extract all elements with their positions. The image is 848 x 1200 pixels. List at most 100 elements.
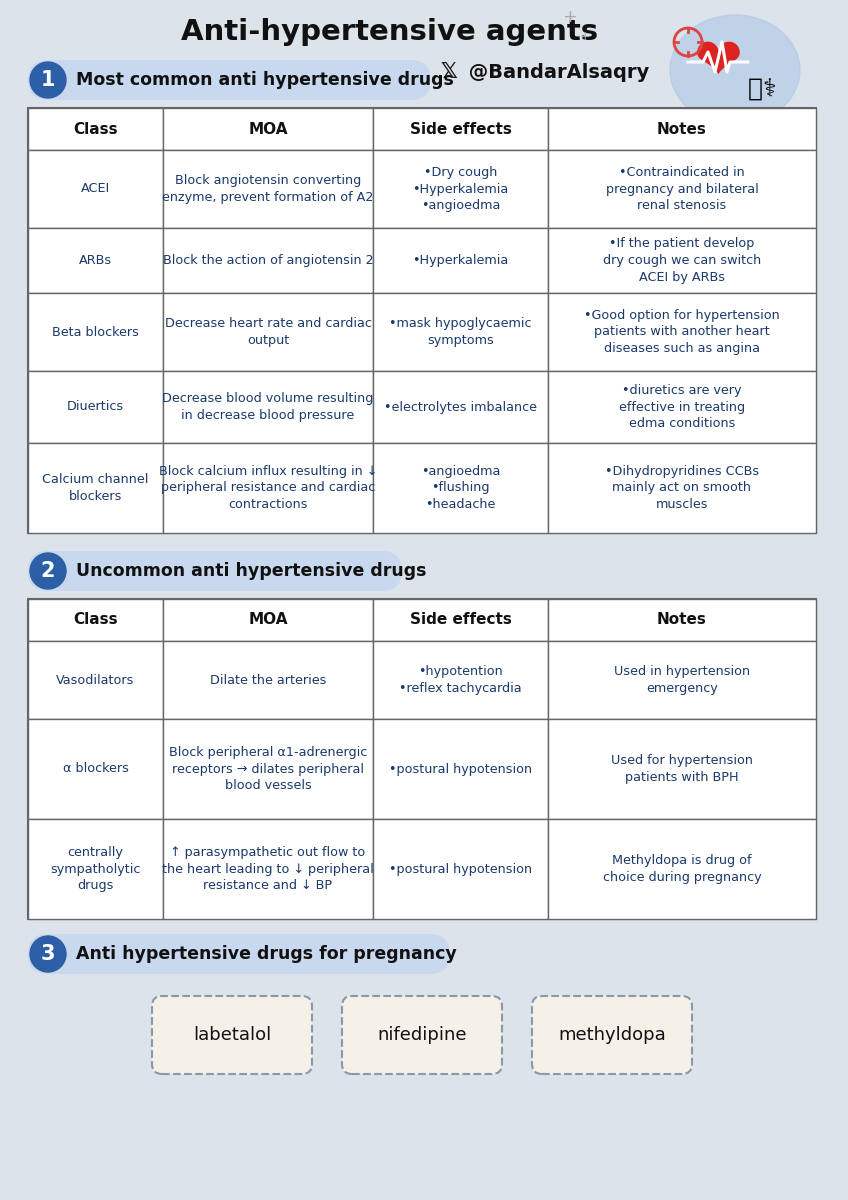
Bar <box>548 818 816 919</box>
Text: •angioedma
•flushing
•headache: •angioedma •flushing •headache <box>421 464 500 511</box>
Bar <box>163 599 373 641</box>
Bar <box>28 818 163 919</box>
Bar <box>548 371 816 443</box>
Text: Calcium channel
blockers: Calcium channel blockers <box>42 473 148 503</box>
Bar <box>373 293 548 371</box>
Text: •Hyperkalemia: •Hyperkalemia <box>412 254 509 266</box>
Text: Uncommon anti hypertensive drugs: Uncommon anti hypertensive drugs <box>76 562 427 580</box>
Bar <box>373 641 548 719</box>
Bar <box>163 150 373 228</box>
Bar <box>163 443 373 533</box>
Text: Beta blockers: Beta blockers <box>52 325 139 338</box>
Text: Side effects: Side effects <box>410 612 511 628</box>
Text: Block the action of angiotensin 2: Block the action of angiotensin 2 <box>163 254 373 266</box>
Text: •Good option for hypertension
patients with another heart
diseases such as angin: •Good option for hypertension patients w… <box>584 308 780 355</box>
Bar <box>548 719 816 818</box>
Text: •Contraindicated in
pregnancy and bilateral
renal stenosis: •Contraindicated in pregnancy and bilate… <box>605 166 758 212</box>
Text: •hypotention
•reflex tachycardia: •hypotention •reflex tachycardia <box>399 665 522 695</box>
Text: Anti-hypertensive agents: Anti-hypertensive agents <box>181 18 599 46</box>
Text: Used for hypertension
patients with BPH: Used for hypertension patients with BPH <box>611 755 753 784</box>
Bar <box>548 293 816 371</box>
Bar <box>163 719 373 818</box>
Bar <box>373 108 548 150</box>
Text: Decrease blood volume resulting
in decrease blood pressure: Decrease blood volume resulting in decre… <box>162 392 374 421</box>
Text: Used in hypertension
emergency: Used in hypertension emergency <box>614 665 750 695</box>
Text: +: + <box>562 8 577 26</box>
FancyBboxPatch shape <box>152 996 312 1074</box>
Bar <box>28 719 163 818</box>
Text: Vasodilators: Vasodilators <box>56 673 135 686</box>
Text: Most common anti hypertensive drugs: Most common anti hypertensive drugs <box>76 71 454 89</box>
Bar <box>548 443 816 533</box>
Text: •Dihydropyridines CCBs
mainly act on smooth
muscles: •Dihydropyridines CCBs mainly act on smo… <box>605 464 759 511</box>
Bar <box>28 150 163 228</box>
Text: Notes: Notes <box>657 121 707 137</box>
Bar <box>548 641 816 719</box>
Text: MOA: MOA <box>248 612 287 628</box>
Bar <box>163 371 373 443</box>
Bar <box>373 599 548 641</box>
Text: labetalol: labetalol <box>192 1026 271 1044</box>
Bar <box>548 108 816 150</box>
Bar <box>373 443 548 533</box>
Circle shape <box>30 62 66 98</box>
Bar <box>163 108 373 150</box>
FancyBboxPatch shape <box>28 934 449 974</box>
FancyBboxPatch shape <box>28 60 431 100</box>
Text: Class: Class <box>73 612 118 628</box>
Bar <box>28 228 163 293</box>
Text: α blockers: α blockers <box>63 762 128 775</box>
Text: Dilate the arteries: Dilate the arteries <box>209 673 326 686</box>
FancyBboxPatch shape <box>342 996 502 1074</box>
Bar <box>28 371 163 443</box>
Bar <box>163 818 373 919</box>
Text: Block calcium influx resulting in ↓
peripheral resistance and cardiac
contractio: Block calcium influx resulting in ↓ peri… <box>159 464 377 511</box>
Text: Block peripheral α1-adrenergic
receptors → dilates peripheral
blood vessels: Block peripheral α1-adrenergic receptors… <box>169 746 367 792</box>
Text: 2: 2 <box>41 560 55 581</box>
Bar <box>373 228 548 293</box>
Bar <box>163 293 373 371</box>
FancyBboxPatch shape <box>532 996 692 1074</box>
Circle shape <box>30 553 66 589</box>
Bar <box>28 108 816 533</box>
Text: Notes: Notes <box>657 612 707 628</box>
Ellipse shape <box>670 14 800 125</box>
Text: •electrolytes imbalance: •electrolytes imbalance <box>384 401 537 414</box>
Bar <box>373 150 548 228</box>
Bar <box>163 641 373 719</box>
Text: ↑ parasympathetic out flow to
the heart leading to ↓ peripheral
resistance and ↓: ↑ parasympathetic out flow to the heart … <box>162 846 374 892</box>
Bar <box>28 108 163 150</box>
Bar <box>28 599 816 919</box>
Text: •postural hypotension: •postural hypotension <box>389 762 532 775</box>
Text: @BandarAlsaqry: @BandarAlsaqry <box>462 62 650 82</box>
Text: MOA: MOA <box>248 121 287 137</box>
Bar <box>373 719 548 818</box>
Text: ACEI: ACEI <box>81 182 110 196</box>
Text: Diuertics: Diuertics <box>67 401 124 414</box>
Text: •Dry cough
•Hyperkalemia
•angioedma: •Dry cough •Hyperkalemia •angioedma <box>412 166 509 212</box>
Text: methyldopa: methyldopa <box>558 1026 666 1044</box>
Text: •mask hypoglycaemic
symptoms: •mask hypoglycaemic symptoms <box>389 317 532 347</box>
Bar <box>548 150 816 228</box>
Text: Methyldopa is drug of
choice during pregnancy: Methyldopa is drug of choice during preg… <box>603 854 762 883</box>
Text: 👨‍⚕️: 👨‍⚕️ <box>748 78 776 102</box>
Text: Side effects: Side effects <box>410 121 511 137</box>
Text: •postural hypotension: •postural hypotension <box>389 863 532 876</box>
Text: Block angiotensin converting
enzyme, prevent formation of A2: Block angiotensin converting enzyme, pre… <box>162 174 374 204</box>
Text: ARBs: ARBs <box>79 254 112 266</box>
Text: nifedipine: nifedipine <box>377 1026 466 1044</box>
Bar <box>28 443 163 533</box>
Text: Decrease heart rate and cardiac
output: Decrease heart rate and cardiac output <box>165 317 371 347</box>
Bar <box>28 599 163 641</box>
Bar <box>163 228 373 293</box>
Text: •If the patient develop
dry cough we can switch
ACEI by ARBs: •If the patient develop dry cough we can… <box>603 238 762 283</box>
Bar <box>548 228 816 293</box>
Text: 𝕏: 𝕏 <box>440 62 457 82</box>
Text: •diuretics are very
effective in treating
edma conditions: •diuretics are very effective in treatin… <box>619 384 745 430</box>
Text: +: + <box>580 30 590 43</box>
Text: Class: Class <box>73 121 118 137</box>
Text: centrally
sympatholytic
drugs: centrally sympatholytic drugs <box>50 846 141 892</box>
Bar <box>373 371 548 443</box>
Bar <box>28 293 163 371</box>
Text: Anti hypertensive drugs for pregnancy: Anti hypertensive drugs for pregnancy <box>76 946 457 962</box>
